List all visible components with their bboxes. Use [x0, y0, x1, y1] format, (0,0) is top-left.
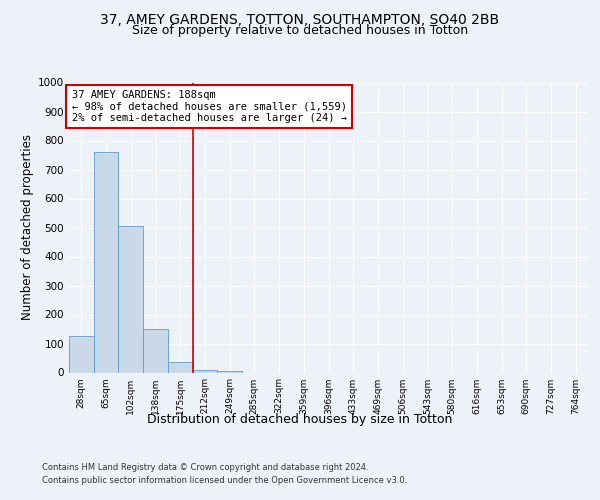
Bar [143, 329, 168, 372]
Bar [168, 362, 193, 372]
Bar [217, 371, 242, 372]
Bar [94, 152, 118, 372]
Text: Contains HM Land Registry data © Crown copyright and database right 2024.: Contains HM Land Registry data © Crown c… [42, 462, 368, 471]
Bar [193, 370, 217, 372]
Y-axis label: Number of detached properties: Number of detached properties [21, 134, 34, 320]
Text: 37 AMEY GARDENS: 188sqm
← 98% of detached houses are smaller (1,559)
2% of semi-: 37 AMEY GARDENS: 188sqm ← 98% of detache… [71, 90, 347, 123]
Bar [69, 336, 94, 372]
Text: Contains public sector information licensed under the Open Government Licence v3: Contains public sector information licen… [42, 476, 407, 485]
Text: Distribution of detached houses by size in Totton: Distribution of detached houses by size … [148, 412, 452, 426]
Bar [118, 226, 143, 372]
Text: Size of property relative to detached houses in Totton: Size of property relative to detached ho… [132, 24, 468, 37]
Text: 37, AMEY GARDENS, TOTTON, SOUTHAMPTON, SO40 2BB: 37, AMEY GARDENS, TOTTON, SOUTHAMPTON, S… [100, 12, 500, 26]
